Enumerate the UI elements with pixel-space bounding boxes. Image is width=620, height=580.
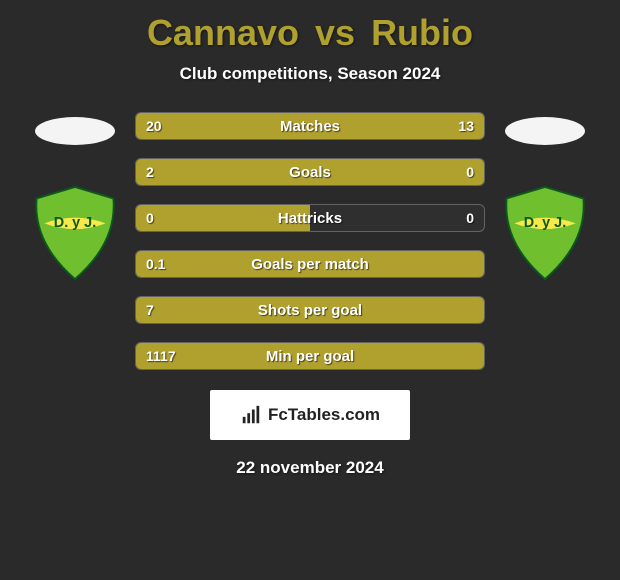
bar-label: Goals per match	[136, 251, 484, 277]
bar-label: Goals	[136, 159, 484, 185]
stat-row: 20Matches13	[135, 112, 485, 140]
right-oval	[505, 117, 585, 145]
bars-column: 20Matches132Goals00Hattricks00.1Goals pe…	[135, 112, 485, 370]
page-title: Cannavo vs Rubio	[147, 12, 473, 54]
main-row: D. y J. 20Matches132Goals00Hattricks00.1…	[0, 112, 620, 370]
stat-row: 7Shots per goal	[135, 296, 485, 324]
bar-label: Shots per goal	[136, 297, 484, 323]
branding-badge: FcTables.com	[210, 390, 410, 440]
left-side: D. y J.	[15, 112, 135, 281]
bar-value-right: 13	[448, 113, 484, 139]
stat-row: 0Hattricks0	[135, 204, 485, 232]
date-text: 22 november 2024	[236, 458, 383, 478]
right-side: D. y J.	[485, 112, 605, 281]
root: Cannavo vs Rubio Club competitions, Seas…	[0, 0, 620, 478]
bar-value-right	[464, 343, 484, 369]
subtitle: Club competitions, Season 2024	[180, 64, 441, 84]
bar-value-right: 0	[456, 159, 484, 185]
shield-icon: D. y J.	[27, 185, 123, 281]
bar-label: Hattricks	[136, 205, 484, 231]
shield-icon: D. y J.	[497, 185, 593, 281]
stat-row: 2Goals0	[135, 158, 485, 186]
bar-value-right: 0	[456, 205, 484, 231]
bar-value-right	[464, 251, 484, 277]
right-team-shield: D. y J.	[497, 185, 593, 281]
title-vs: vs	[315, 12, 355, 54]
title-left: Cannavo	[147, 12, 299, 53]
bar-value-right	[464, 297, 484, 323]
chart-icon	[240, 404, 262, 426]
shield-text: D. y J.	[54, 215, 96, 231]
stat-row: 1117Min per goal	[135, 342, 485, 370]
stat-row: 0.1Goals per match	[135, 250, 485, 278]
shield-text: D. y J.	[524, 215, 566, 231]
bar-label: Min per goal	[136, 343, 484, 369]
bar-label: Matches	[136, 113, 484, 139]
left-oval	[35, 117, 115, 145]
title-right: Rubio	[371, 12, 473, 53]
branding-text: FcTables.com	[268, 405, 380, 425]
left-team-shield: D. y J.	[27, 185, 123, 281]
